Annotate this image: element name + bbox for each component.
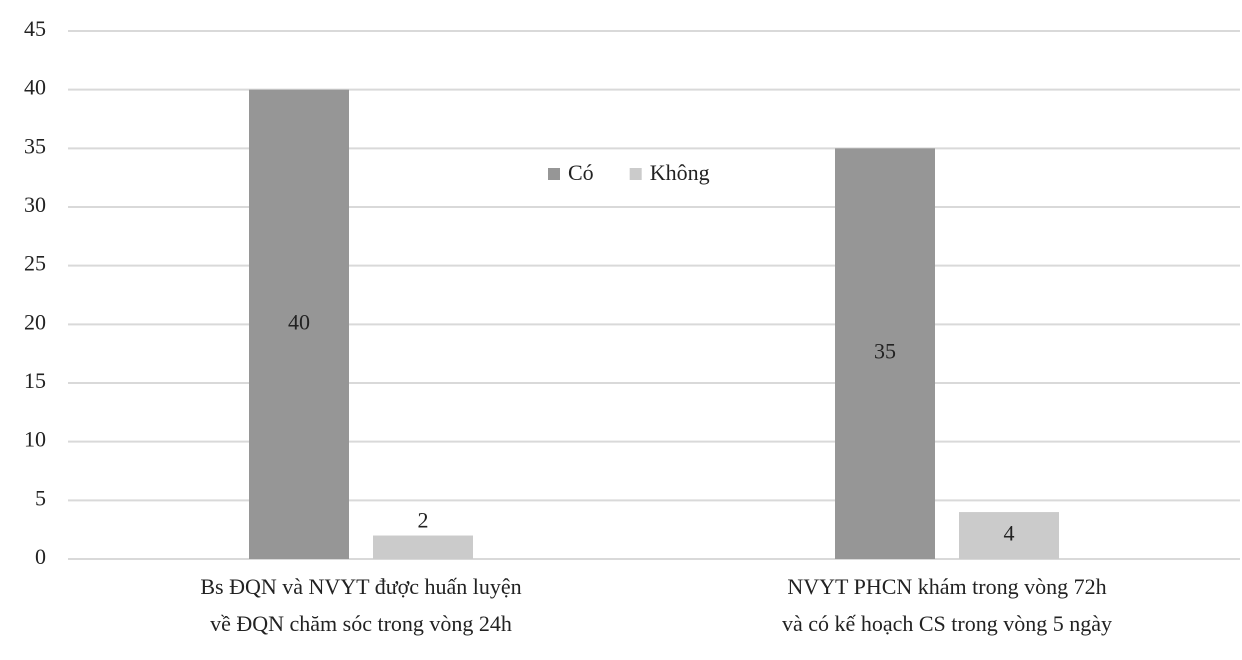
x-tick-label: về ĐQN chăm sóc trong vòng 24h (210, 611, 512, 636)
y-tick-label: 45 (24, 16, 46, 41)
data-label: 4 (1004, 521, 1015, 546)
y-tick-label: 5 (35, 485, 46, 510)
data-label: 2 (418, 508, 429, 533)
y-tick-label: 10 (24, 427, 46, 452)
data-label: 40 (288, 309, 310, 334)
y-tick-label: 25 (24, 251, 46, 276)
x-tick-label: và có kế hoạch CS trong vòng 5 ngày (782, 611, 1112, 636)
data-label: 35 (874, 339, 896, 364)
legend-label: Không (650, 160, 710, 185)
legend-swatch (629, 168, 642, 180)
bar (959, 512, 1059, 559)
legend-label: Có (568, 160, 594, 185)
y-tick-label: 15 (24, 368, 46, 393)
bar (835, 148, 935, 560)
y-tick-label: 40 (24, 75, 46, 100)
y-tick-label: 0 (35, 544, 46, 569)
x-tick-label: Bs ĐQN và NVYT được huấn luyện (200, 574, 521, 599)
x-tick-label: NVYT PHCN khám trong vòng 72h (787, 574, 1106, 599)
bar (249, 89, 349, 560)
y-tick-label: 30 (24, 192, 46, 217)
y-tick-label: 20 (24, 309, 46, 334)
y-tick-label: 35 (24, 133, 46, 158)
bar (373, 535, 473, 559)
legend-swatch (548, 168, 560, 180)
